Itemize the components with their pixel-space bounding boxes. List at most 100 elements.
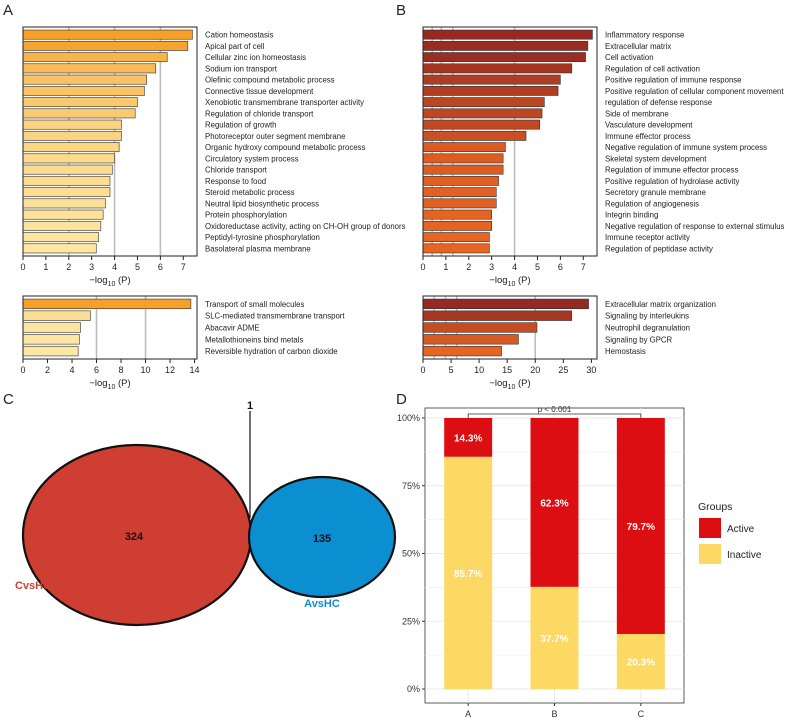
venn-overlap-count: 1 [247,400,253,412]
data-label: 14.3% [454,433,482,444]
y-tick-label: 75% [402,481,420,491]
x-tick-label: 4 [112,262,117,272]
category-label: Negative regulation of response to exter… [605,222,785,231]
enrichment-chart-a-bottom: Transport of small molecules SLC-mediated… [20,295,345,391]
bar [22,164,113,175]
x-axis-label: −log10 (P) [89,378,130,391]
bar [422,187,497,198]
x-axis-label-unit: (P) [115,275,130,286]
category-label: Connective tissue development [205,87,314,96]
category-label: Metallothioneins bind metals [205,335,303,344]
category-label: Regulation of growth [205,121,277,130]
legend-label-inactive: Inactive [727,550,762,561]
category-label: Extracellular matrix [605,42,671,51]
bar [22,108,136,119]
bar [422,29,593,40]
bar [422,322,538,333]
bar [422,310,573,321]
category-label: Extracellular matrix organization [605,300,716,309]
bar [422,40,589,51]
category-label: Neutral lipid biosynthetic process [205,199,319,208]
bar [422,164,504,175]
x-tick-label: 5 [449,365,454,375]
x-axis-label-subscript: 10 [508,281,516,288]
category-label: Peptidyl-tyrosine phosphorylation [205,233,320,242]
bar [22,142,120,153]
data-label: 37.7% [540,634,568,645]
bar [422,209,492,220]
category-label: Secretory granule membrane [605,188,706,197]
category-label: Steroid metabolic process [205,188,295,197]
x-tick-label: C [638,709,645,719]
x-axis-label-main: −log [489,275,507,286]
bar [422,142,506,153]
legend-label-active: Active [727,524,755,535]
x-tick-label: 15 [502,365,512,375]
bar [22,334,80,345]
category-label: Inflammatory response [605,31,684,40]
category-label: Positive regulation of cellular componen… [605,87,784,96]
x-axis-label-unit: (P) [115,378,130,389]
significance-label: p < 0.001 [538,405,572,414]
x-axis-label-main: −log [89,275,107,286]
bar [422,97,545,108]
bar [22,187,111,198]
x-axis-label-subscript: 10 [108,384,116,391]
category-label: Vasculature development [605,121,693,130]
category-label: Neutrophil degranulation [605,324,690,333]
bar [422,85,559,96]
x-tick-label: 8 [119,365,124,375]
category-label: Positive regulation of hydrolase activit… [605,177,739,186]
venn-label-cvshc: CvsHC [15,580,51,592]
x-axis-label: −log10 (P) [489,275,530,288]
x-tick-label: 0 [20,262,25,272]
x-axis-label-unit: (P) [515,275,530,286]
x-tick-label: 2 [466,262,471,272]
plot-frame [422,26,598,257]
stacked-bar-chart: 85.7% 14.3% A 37.7% 62.3% B 20.3% 79.7% C 0% 25% 50… [397,405,762,719]
enrichment-chart-a-top: Cation homeostasis Apical part of cell Cel… [20,26,406,288]
bar-segment-active [616,418,665,634]
bar [22,220,102,231]
bar [422,243,490,254]
x-tick-label: 7 [181,262,186,272]
bar [22,310,91,321]
bar-segment-active [444,418,493,457]
x-tick-label: 6 [558,262,563,272]
bar [422,334,519,345]
bar-segment-inactive [616,633,665,689]
data-label: 20.3% [627,657,655,668]
category-label: SLC-mediated transmembrane transport [205,312,345,321]
category-label: Immune receptor activity [605,233,690,242]
bar-segment-inactive [530,586,579,689]
plot-frame [22,26,198,257]
venn-count-cvshc: 324 [125,531,144,543]
x-axis-label-main: −log [489,378,507,389]
category-label: Olefinic compound metabolic process [205,76,335,85]
category-label: Signaling by GPCR [605,335,673,344]
bar [22,63,157,74]
x-tick-label: 4 [512,262,517,272]
category-label: Circulatory system process [205,154,299,163]
category-label: Signaling by interleukins [605,312,689,321]
panel-label-d: D [396,391,407,408]
x-tick-label: 2 [66,262,71,272]
legend-swatch-inactive [699,544,721,564]
data-label: 85.7% [454,569,482,580]
significance-bracket [467,413,642,418]
bar [22,52,168,63]
y-tick-label: 25% [402,616,420,626]
bar [422,130,527,141]
category-label: Abacavir ADME [205,324,260,333]
category-label: Apical part of cell [205,42,265,51]
bar [22,243,97,254]
category-label: Regulation of peptidase activity [605,244,713,253]
legend-title: Groups [698,501,732,513]
x-tick-label: 0 [420,262,425,272]
category-label: Organic hydroxy compound metabolic proce… [205,143,365,152]
x-tick-label: 0 [20,365,25,375]
x-axis-label: −log10 (P) [489,378,530,391]
x-axis-label-subscript: 10 [108,281,116,288]
category-label: Hemostasis [605,347,646,356]
bar [22,130,122,141]
